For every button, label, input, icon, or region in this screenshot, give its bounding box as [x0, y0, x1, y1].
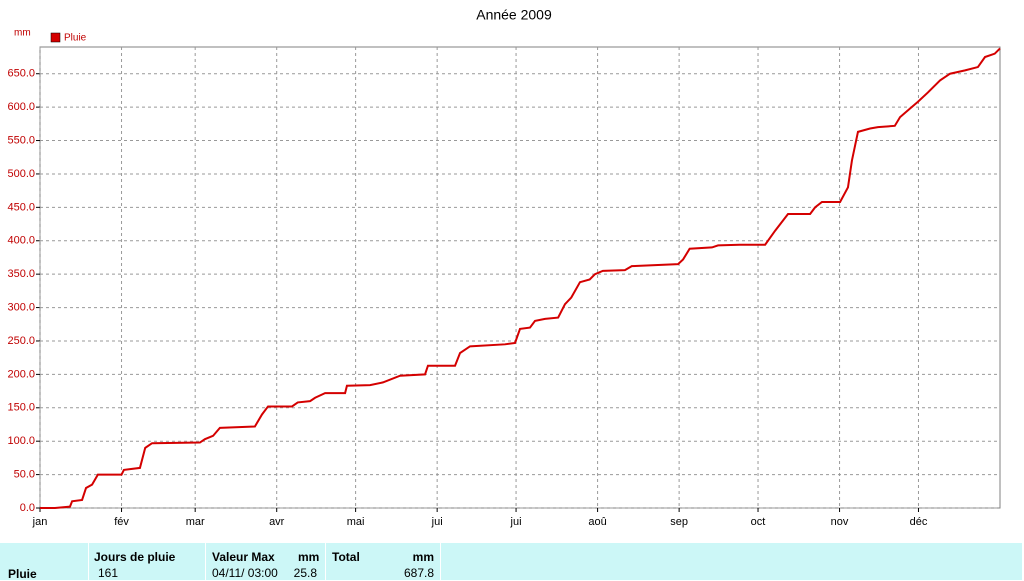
y-tick-label: 400.0	[7, 235, 35, 247]
y-tick-label: 200.0	[7, 368, 35, 380]
x-tick-label: oct	[751, 516, 766, 528]
y-tick-label: 100.0	[7, 435, 35, 447]
header: Valeur Max	[212, 550, 275, 564]
y-tick-label: 150.0	[7, 402, 35, 414]
x-tick-label: avr	[269, 516, 285, 528]
x-tick-label: mai	[347, 516, 365, 528]
y-tick-label: 350.0	[7, 268, 35, 280]
cell: 25.8	[293, 566, 317, 580]
y-tick-label: 550.0	[7, 134, 35, 146]
chart-title: Année 2009	[476, 7, 552, 23]
separator	[440, 543, 441, 580]
x-tick-label: mar	[186, 516, 205, 528]
legend-label: Pluie	[64, 33, 87, 44]
cell: 687.8	[403, 566, 434, 580]
x-tick-label: aoû	[588, 516, 606, 528]
legend-swatch	[50, 32, 61, 43]
summary-table: Pluie Jours de pluie 161 Valeur Max mm 0…	[0, 543, 1022, 581]
x-tick-label: nov	[831, 516, 849, 528]
line-series	[40, 47, 1001, 509]
chart: Année 2009 mm 0.0 50.0 100.0 150.0 200.0 250.…	[7, 7, 1001, 528]
x-tick-label: jui	[510, 516, 522, 528]
y-tick-label: 250.0	[7, 335, 35, 347]
y-tick-label: 450.0	[7, 201, 35, 213]
x-tick-label: sep	[670, 516, 688, 528]
plot-area	[39, 46, 1001, 509]
row-label: Pluie	[8, 567, 37, 581]
header: Jours de pluie	[94, 550, 176, 564]
x-tick-label: fév	[114, 516, 129, 528]
separator	[88, 543, 89, 580]
y-tick-label: 300.0	[7, 301, 35, 313]
cell: 161	[98, 566, 119, 580]
y-tick-label: 500.0	[7, 168, 35, 180]
header: Total	[332, 550, 360, 564]
cell: 04/11/ 03:00	[212, 566, 278, 580]
unit: mm	[412, 550, 434, 564]
y-axis-label: mm	[14, 28, 31, 39]
y-tick-label: 600.0	[7, 101, 35, 113]
x-tick-label: jan	[32, 516, 48, 528]
separator	[205, 543, 206, 580]
y-tick-label: 0.0	[20, 502, 35, 514]
x-tick-label: jui	[431, 516, 443, 528]
separator	[325, 543, 326, 580]
unit: mm	[298, 550, 320, 564]
x-tick-label: déc	[910, 516, 928, 528]
y-tick-label: 50.0	[14, 469, 35, 481]
y-tick-label: 650.0	[7, 68, 35, 80]
